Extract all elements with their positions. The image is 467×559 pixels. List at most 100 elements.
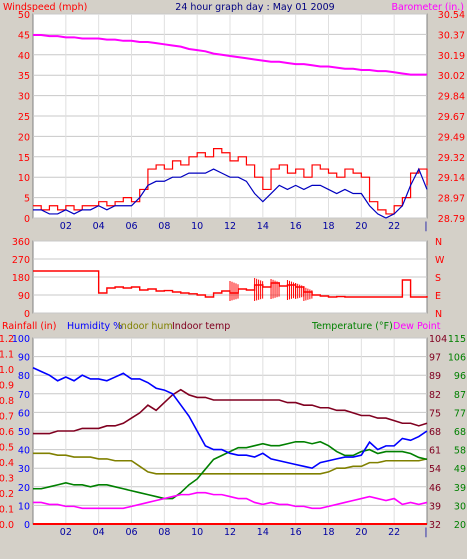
rainfall-tick-label: 0.4 [0,458,14,469]
indoor-temp-tick-label: 68 [429,427,441,438]
indoor-temp-tick-label: 75 [429,408,441,419]
rainfall-axis-label: Rainfall (in) [2,321,56,332]
direction-tick-label: 360 [12,237,30,248]
windspeed-tick-label: 35 [18,71,30,82]
hour-tick-label: 14 [257,527,269,538]
hour-tick-label: 06 [125,221,137,232]
hour-tick-label: 22 [388,527,400,538]
indoor-temp-tick-label: 46 [429,483,441,494]
hour-tick-label: 02 [60,221,72,232]
windspeed-tick-label: 40 [18,51,30,62]
humidity-tick-label: 90 [18,353,30,364]
hour-tick-label: 06 [125,527,137,538]
windspeed-tick-label: 25 [18,112,30,123]
hour-tick-label: 18 [322,527,334,538]
rainfall-tick-label: 0.3 [0,474,14,485]
dewpoint-series [33,491,428,510]
indoor-hum-axis-label: Indoor hum [118,321,173,332]
humidity-series [32,367,428,470]
direction-tick-label: 180 [12,273,30,284]
humidity-tick-label: 50 [18,427,30,438]
hour-tick-label: 02 [60,527,72,538]
rainfall-tick-label: 0.0 [0,520,14,531]
dewpoint-axis-label: Dew Point [393,321,441,332]
barometer-tick-label: 28.97 [438,194,465,205]
humidity-tick-label: 70 [18,390,30,401]
indoor-temp-series [33,388,428,435]
windspeed-tick-label: 30 [18,92,30,103]
indoor-hum-series [33,452,428,475]
barometer-tick-label: 29.67 [438,112,465,123]
indoor-temp-axis-label: Indoor temp [172,321,230,332]
temperature-tick-label: 58 [454,446,466,457]
compass-tick-label: E [435,291,441,302]
barometer-tick-label: 30.19 [438,51,465,62]
barometer-series [33,33,427,76]
windspeed-axis-label: Windspeed (mph) [3,2,87,13]
compass-tick-label: S [435,273,441,284]
hour-tick-label: 16 [290,527,302,538]
rainfall-tick-label: 0.2 [0,489,14,500]
hour-tick-label: 16 [290,221,302,232]
indoor-temp-tick-label: 104 [429,334,447,345]
indoor-temp-tick-label: 97 [429,353,441,364]
humidity-tick-label: 30 [18,464,30,475]
hour-tick-label: 10 [191,527,203,538]
humidity-axis-label: Humidity % [67,321,122,332]
hour-tick-label: 10 [191,221,203,232]
compass-tick-label: N [435,309,442,320]
temperature-tick-label: 77 [454,408,466,419]
hour-tick-label: 08 [158,221,170,232]
compass-tick-label: N [435,237,442,248]
temperature-tick-label: 96 [454,371,466,382]
barometer-tick-label: 29.49 [438,132,465,143]
hour-tick-label: 04 [93,527,105,538]
indoor-temp-tick-label: 39 [429,501,441,512]
barometer-tick-label: 28.79 [438,214,465,225]
barometer-axis-label: Barometer (in.) [391,2,464,13]
temperature-axis-label: Temperature (°F) [311,321,393,332]
barometer-tick-label: 29.32 [438,153,465,164]
hour-tick-label: 08 [158,527,170,538]
humidity-tick-label: 0 [24,520,30,531]
indoor-temp-tick-label: 54 [429,464,441,475]
barometer-tick-label: 30.02 [438,71,465,82]
temperature-tick-label: 30 [454,501,466,512]
avg-wind-series [33,167,428,219]
windspeed-tick-label: 45 [18,30,30,41]
temperature-tick-label: 87 [454,390,466,401]
windspeed-tick-label: 0 [24,214,30,225]
rainfall-tick-label: 0.8 [0,396,14,407]
windspeed-tick-label: 20 [18,132,30,143]
rainfall-tick-label: 0.1 [0,505,14,516]
barometer-tick-label: 29.84 [438,92,465,103]
compass-tick-label: W [435,255,445,266]
hour-tick-label: 14 [257,221,269,232]
hour-tick-label: 18 [322,221,334,232]
indoor-temp-tick-label: 82 [429,390,441,401]
temperature-tick-label: 20 [454,520,466,531]
indoor-temp-tick-label: 32 [429,520,441,531]
chart-title: 24 hour graph day : May 01 2009 [175,2,334,13]
hour-tick-label: 20 [355,221,367,232]
humidity-tick-label: 60 [18,408,30,419]
humidity-tick-label: 80 [18,371,30,382]
hour-tick-label: 12 [224,221,236,232]
humidity-tick-label: 10 [18,501,30,512]
direction-tick-label: 0 [24,309,30,320]
hour-tick-label: | [424,221,427,232]
hour-tick-label: | [424,527,427,538]
temperature-tick-label: 49 [454,464,466,475]
gust-series [33,148,428,215]
barometer-tick-label: 30.54 [438,10,465,21]
hour-tick-label: 20 [355,527,367,538]
temperature-tick-label: 39 [454,483,466,494]
rainfall-tick-label: 0.6 [0,427,14,438]
temperature-tick-label: 68 [454,427,466,438]
rainfall-tick-label: 1.1 [0,350,14,361]
windspeed-tick-label: 50 [18,10,30,21]
humidity-tick-label: 20 [18,483,30,494]
humidity-tick-label: 100 [12,334,30,345]
rainfall-tick-label: 0.7 [0,412,14,423]
rainfall-tick-label: 0.5 [0,443,14,454]
